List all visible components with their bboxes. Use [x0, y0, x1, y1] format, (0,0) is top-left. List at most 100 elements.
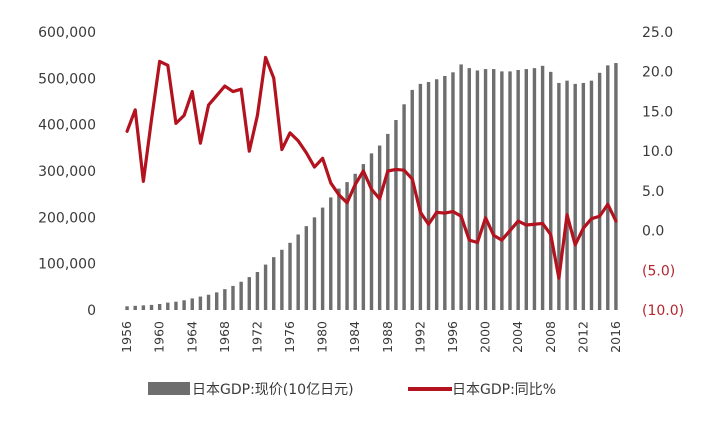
- legend-line-label: 日本GDP:同比%: [452, 382, 556, 398]
- left-axis-tick-label: 500,000: [38, 71, 96, 87]
- x-axis-tick-label: 1988: [380, 321, 395, 353]
- x-axis-tick-label: 1960: [152, 321, 167, 353]
- gdp-bar: [345, 182, 349, 310]
- gdp-bar: [247, 277, 251, 310]
- gdp-bar: [573, 83, 577, 310]
- x-axis-tick-label: 2000: [478, 321, 493, 353]
- bars-layer: [125, 63, 618, 311]
- gdp-bar: [475, 70, 480, 311]
- gdp-bar: [434, 79, 439, 310]
- x-axis-tick-label: 1968: [217, 321, 232, 353]
- x-axis-tick-label: 1996: [445, 321, 460, 353]
- left-axis-tick-label: 600,000: [38, 25, 96, 41]
- gdp-bar: [223, 289, 227, 310]
- right-axis-tick-label: 0.0: [642, 224, 664, 240]
- gdp-bar: [565, 80, 569, 311]
- gdp-bar: [320, 207, 325, 310]
- gdp-bar: [581, 82, 586, 310]
- gdp-bar: [206, 294, 211, 310]
- gdp-bar: [149, 304, 154, 310]
- gdp-bar: [410, 89, 414, 310]
- gdp-bar: [524, 69, 529, 310]
- gdp-bar: [532, 68, 537, 310]
- x-axis-tick-label: 1964: [184, 321, 199, 353]
- gdp-bar: [540, 65, 545, 310]
- gdp-bar: [133, 305, 137, 310]
- gdp-bar: [589, 80, 594, 311]
- right-axis-tick-label: (5.0): [642, 263, 675, 279]
- gdp-bar: [288, 242, 292, 310]
- right-axis-tick-label: (10.0): [642, 303, 684, 319]
- gdp-bar: [492, 69, 496, 310]
- right-axis-tick-label: 10.0: [642, 144, 673, 160]
- gdp-bar: [166, 302, 170, 310]
- gdp-bar: [614, 63, 618, 310]
- line-layer: [125, 55, 618, 280]
- gdp-bar: [500, 71, 504, 310]
- gdp-bar: [426, 82, 431, 310]
- gdp-bar: [508, 71, 512, 310]
- left-axis-tick-label: 300,000: [38, 164, 96, 180]
- x-axis-tick-label: 1972: [249, 321, 264, 353]
- x-axis-tick-label: 2004: [510, 321, 525, 353]
- gdp-bar: [386, 133, 390, 310]
- gdp-bar: [394, 120, 398, 310]
- gdp-bar: [353, 173, 357, 310]
- gdp-bar: [443, 76, 447, 311]
- gdp-growth-line: [125, 55, 618, 280]
- gdp-bar: [361, 164, 366, 310]
- gdp-bar: [190, 298, 194, 310]
- gdp-bar: [377, 145, 382, 310]
- gdp-bar: [516, 69, 520, 311]
- gdp-bar: [255, 272, 260, 310]
- legend: 日本GDP:现价(10亿日元) 日本GDP:同比%: [148, 382, 556, 398]
- gdp-bar: [239, 281, 243, 310]
- gdp-bar: [451, 72, 455, 310]
- x-axis-tick-label: 1956: [119, 321, 134, 353]
- left-axis: 0 100,000 200,000 300,000 400,000 500,000 600,…: [38, 25, 96, 319]
- gdp-bar: [141, 305, 146, 310]
- gdp-bar: [182, 300, 186, 310]
- right-axis: (10.0) (5.0) 0.0 5.0 10.0 15.0 20.0 25.0: [642, 25, 684, 319]
- x-axis-tick-label: 1980: [315, 321, 330, 353]
- gdp-bar: [157, 303, 162, 310]
- gdp-bar: [483, 69, 488, 310]
- gdp-bar: [280, 249, 284, 310]
- x-axis-tick-label: 2008: [543, 321, 558, 353]
- gdp-bar: [557, 82, 561, 310]
- gdp-bar: [329, 197, 333, 310]
- gdp-bar: [231, 285, 235, 310]
- x-axis-tick-label: 1992: [412, 321, 427, 353]
- x-axis-tick-label: 1976: [282, 321, 297, 353]
- legend-bar-label: 日本GDP:现价(10亿日元): [192, 382, 354, 398]
- left-axis-tick-label: 400,000: [38, 118, 96, 134]
- gdp-bar: [337, 188, 341, 310]
- gdp-bar: [272, 257, 276, 310]
- gdp-bar: [418, 83, 423, 310]
- gdp-bar: [549, 71, 553, 310]
- right-axis-tick-label: 15.0: [642, 104, 673, 120]
- gdp-bar: [263, 264, 268, 310]
- gdp-bar: [214, 292, 219, 310]
- right-axis-tick-label: 20.0: [642, 65, 673, 81]
- gdp-bar: [369, 153, 374, 310]
- right-axis-tick-label: 25.0: [642, 25, 673, 41]
- x-axis: 1956 1960 1964 1968 1972 1976 1980 1984 1988 1992…: [119, 321, 623, 353]
- gdp-bar: [304, 226, 309, 310]
- left-axis-tick-label: 200,000: [38, 210, 96, 226]
- left-axis-tick-label: 0: [87, 303, 96, 319]
- legend-bar-swatch: [148, 382, 190, 395]
- gdp-bar: [597, 72, 602, 311]
- gdp-bar: [296, 234, 300, 310]
- gdp-bar: [198, 296, 203, 310]
- x-axis-tick-label: 1984: [347, 321, 362, 353]
- x-axis-tick-label: 2012: [575, 321, 590, 353]
- gdp-bar: [312, 217, 317, 310]
- gdp-bar: [467, 68, 471, 310]
- gdp-bar: [402, 104, 406, 310]
- x-axis-tick-label: 2016: [608, 321, 623, 353]
- left-axis-tick-label: 100,000: [38, 257, 96, 273]
- gdp-bar: [606, 65, 610, 310]
